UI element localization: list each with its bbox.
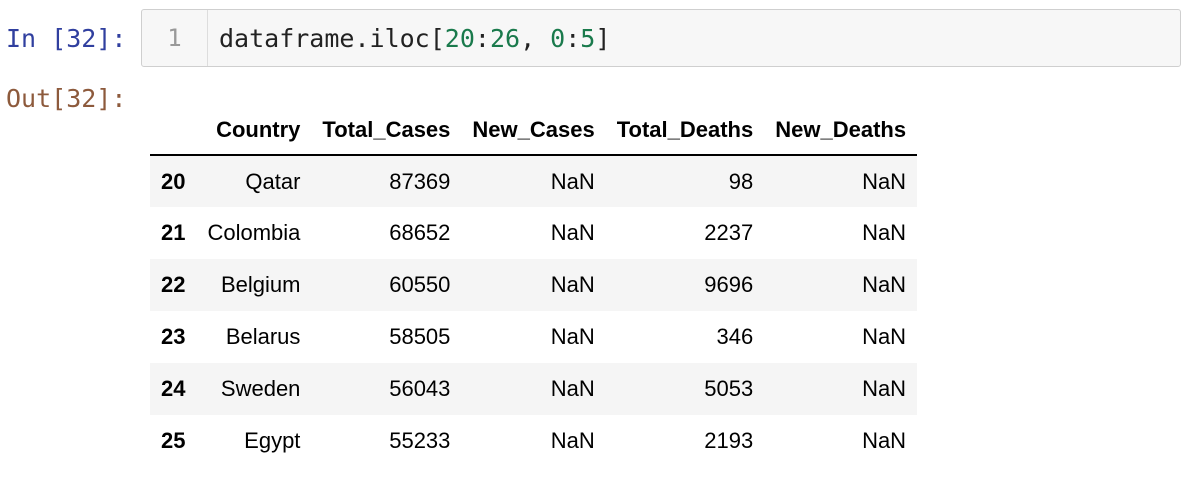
table-row: 23 Belarus 58505 NaN 346 NaN — [150, 311, 917, 363]
cell-new-cases: NaN — [550, 428, 595, 453]
cell-country: Egypt — [244, 428, 301, 453]
row-index: 25 — [161, 428, 186, 453]
column-header-new-deaths: New_Deaths — [764, 106, 918, 156]
cell-new-deaths: NaN — [862, 220, 907, 245]
table-row: 24 Sweden 56043 NaN 5053 NaN — [150, 363, 918, 415]
column-header-country: Country — [196, 106, 312, 156]
code-editor[interactable]: dataframe.iloc[20:26, 0:5] — [208, 24, 610, 53]
cell-total-deaths: 98 — [728, 168, 754, 194]
code-token: : — [565, 23, 581, 53]
cell-total-cases: 87369 — [389, 168, 451, 194]
cell-new-cases: NaN — [550, 376, 595, 401]
cell-total-deaths: 346 — [716, 324, 754, 349]
cell-new-deaths: NaN — [862, 428, 907, 453]
cell-country: Qatar — [245, 168, 301, 194]
line-number: 1 — [142, 10, 208, 66]
cell-new-cases: NaN — [550, 324, 595, 349]
code-number: 26 — [489, 23, 521, 53]
code-token: , — [520, 23, 551, 53]
cell-new-cases: NaN — [550, 168, 595, 194]
cell-total-cases: 68652 — [389, 220, 451, 245]
cell-total-deaths: 9696 — [704, 272, 754, 297]
table-header-row: Country Total_Cases New_Cases Total_Deat… — [150, 106, 918, 156]
cell-new-deaths: NaN — [862, 324, 907, 349]
cell-total-cases: 60550 — [389, 272, 451, 297]
table-row: 25 Egypt 55233 NaN 2193 NaN — [150, 415, 917, 467]
code-number: 0 — [550, 23, 566, 53]
cell-new-deaths: NaN — [862, 168, 907, 194]
code-token: dataframe.iloc[ — [219, 23, 445, 53]
cell-new-cases: NaN — [550, 272, 595, 297]
column-header-total-deaths: Total_Deaths — [605, 106, 765, 156]
cell-country: Sweden — [220, 376, 301, 401]
cell-total-deaths: 5053 — [704, 376, 754, 401]
row-index: 22 — [161, 272, 186, 297]
row-index: 24 — [161, 376, 186, 401]
cell-new-deaths: NaN — [862, 376, 907, 401]
cell-country: Colombia — [207, 220, 301, 245]
table-row: 22 Belgium 60550 NaN 9696 NaN — [150, 259, 918, 311]
row-index: 20 — [161, 168, 186, 194]
output-prompt: Out[32]: — [6, 84, 127, 113]
code-number: 20 — [444, 23, 475, 53]
column-header-index — [150, 106, 197, 156]
code-cell[interactable]: 1 dataframe.iloc[20:26, 0:5] — [141, 9, 1181, 67]
cell-total-deaths: 2237 — [704, 220, 754, 245]
cell-new-deaths: NaN — [862, 272, 907, 297]
table-row: 20 Qatar 87369 NaN 98 NaN — [150, 155, 918, 207]
cell-country: Belarus — [225, 324, 301, 349]
code-number: 5 — [580, 23, 596, 53]
cell-total-deaths: 2193 — [704, 428, 754, 453]
cell-new-cases: NaN — [550, 220, 595, 245]
row-index: 23 — [161, 324, 186, 349]
row-index: 21 — [161, 220, 186, 245]
input-prompt: In [32]: — [6, 24, 127, 53]
cell-total-cases: 55233 — [389, 428, 451, 453]
cell-total-cases: 58505 — [389, 324, 451, 349]
cell-country: Belgium — [220, 272, 301, 297]
cell-total-cases: 56043 — [389, 376, 451, 401]
column-header-new-cases: New_Cases — [461, 106, 606, 156]
table-row: 21 Colombia 68652 NaN 2237 NaN — [150, 207, 917, 259]
code-token: ] — [595, 23, 611, 53]
code-token: : — [474, 23, 490, 53]
column-header-total-cases: Total_Cases — [311, 106, 462, 156]
dataframe-table: Country Total_Cases New_Cases Total_Deat… — [150, 106, 918, 467]
